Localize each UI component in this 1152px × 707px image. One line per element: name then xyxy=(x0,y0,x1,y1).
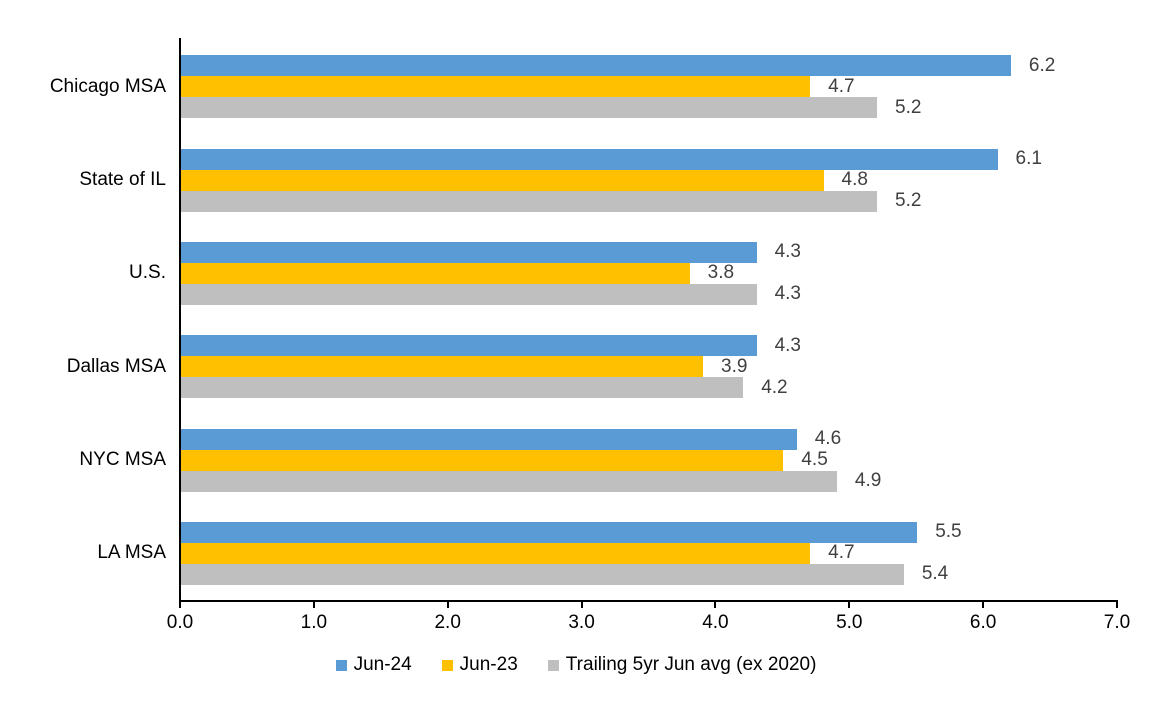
value-label-jun-23-state-of-il: 4.8 xyxy=(841,169,868,190)
bar-trailing-5yr-jun-avg-ex-2020-u-s xyxy=(181,283,757,305)
x-tick-4.0 xyxy=(714,602,717,608)
value-label-trailing-5yr-jun-avg-ex-2020-state-of-il: 5.2 xyxy=(895,190,922,211)
value-label-jun-23-chicago-msa: 4.7 xyxy=(828,75,855,97)
bar-jun-24-chicago-msa xyxy=(181,55,1011,77)
x-tick-label-2.0: 2.0 xyxy=(434,612,461,633)
bar-jun-24-la-msa xyxy=(181,521,918,543)
legend-label-trailing-avg: Trailing 5yr Jun avg (ex 2020) xyxy=(565,654,817,675)
bar-trailing-5yr-jun-avg-ex-2020-chicago-msa xyxy=(181,97,878,119)
value-label-trailing-5yr-jun-avg-ex-2020-chicago-msa: 5.2 xyxy=(895,96,922,118)
bar-trailing-5yr-jun-avg-ex-2020-nyc-msa xyxy=(181,470,837,492)
x-tick-0.0 xyxy=(179,602,181,608)
bar-trailing-5yr-jun-avg-ex-2020-dallas-msa xyxy=(181,377,744,399)
x-tick-3.0 xyxy=(580,602,583,608)
category-label-state-of-il: State of IL xyxy=(79,168,166,190)
bar-trailing-5yr-jun-avg-ex-2020-state-of-il xyxy=(181,190,878,212)
value-label-jun-23-dallas-msa: 3.9 xyxy=(721,355,748,377)
legend-item-trailing-avg: Trailing 5yr Jun avg (ex 2020) xyxy=(547,654,817,676)
value-label-jun-24-la-msa: 5.5 xyxy=(935,521,962,543)
bar-jun-23-u-s xyxy=(181,262,690,284)
x-tick-label-6.0: 6.0 xyxy=(969,612,997,633)
value-label-jun-24-dallas-msa: 4.3 xyxy=(774,334,801,356)
value-label-jun-24-state-of-il: 6.1 xyxy=(1015,148,1042,169)
category-label-la-msa: LA MSA xyxy=(97,542,166,564)
legend-item-jun-24: Jun-24 xyxy=(335,654,412,676)
x-axis-line xyxy=(179,600,1118,602)
bar-jun-23-state-of-il xyxy=(181,169,824,191)
legend-swatch-trailing-avg xyxy=(547,659,559,671)
x-tick-label-5.0: 5.0 xyxy=(836,612,863,633)
legend-item-jun-23: Jun-23 xyxy=(441,654,518,676)
legend-label-jun-23: Jun-23 xyxy=(459,654,518,675)
value-label-trailing-5yr-jun-avg-ex-2020-dallas-msa: 4.2 xyxy=(761,376,788,398)
x-tick-7.0 xyxy=(1116,602,1118,608)
value-label-trailing-5yr-jun-avg-ex-2020-nyc-msa: 4.9 xyxy=(854,470,882,491)
value-label-jun-24-nyc-msa: 4.6 xyxy=(814,428,842,449)
x-tick-6.0 xyxy=(982,602,985,608)
value-label-jun-24-u-s: 4.3 xyxy=(774,241,801,263)
x-tick-5.0 xyxy=(848,602,851,608)
bar-jun-23-nyc-msa xyxy=(181,449,784,471)
value-label-jun-23-u-s: 3.8 xyxy=(707,262,735,284)
value-label-jun-23-la-msa: 4.7 xyxy=(828,542,855,564)
legend-swatch-jun-24 xyxy=(335,659,347,671)
bar-jun-24-u-s xyxy=(181,241,757,263)
x-tick-2.0 xyxy=(446,602,449,608)
x-tick-label-1.0: 1.0 xyxy=(300,612,328,633)
value-label-trailing-5yr-jun-avg-ex-2020-u-s: 4.3 xyxy=(774,283,801,305)
y-axis-line xyxy=(179,38,181,601)
bar-jun-23-chicago-msa xyxy=(181,76,811,98)
value-label-trailing-5yr-jun-avg-ex-2020-la-msa: 5.4 xyxy=(921,563,949,585)
category-label-chicago-msa: Chicago MSA xyxy=(49,75,166,97)
chart-legend: Jun-24 Jun-23 Trailing 5yr Jun avg (ex 2… xyxy=(0,650,1152,680)
category-label-dallas-msa: Dallas MSA xyxy=(66,355,166,377)
x-tick-label-7.0: 7.0 xyxy=(1103,612,1131,633)
bar-jun-23-dallas-msa xyxy=(181,356,704,378)
legend-swatch-jun-23 xyxy=(441,659,453,671)
x-tick-label-3.0: 3.0 xyxy=(568,612,595,633)
bar-jun-23-la-msa xyxy=(181,542,811,564)
bar-jun-24-dallas-msa xyxy=(181,335,757,357)
category-label-nyc-msa: NYC MSA xyxy=(79,448,166,470)
value-label-jun-24-chicago-msa: 6.2 xyxy=(1028,54,1056,76)
x-tick-label-4.0: 4.0 xyxy=(702,612,729,633)
category-label-u-s: U.S. xyxy=(129,262,166,284)
value-label-jun-23-nyc-msa: 4.5 xyxy=(801,449,828,470)
bar-jun-24-nyc-msa xyxy=(181,428,797,450)
legend-label-jun-24: Jun-24 xyxy=(353,654,412,675)
x-tick-label-0.0: 0.0 xyxy=(166,612,194,633)
x-tick-1.0 xyxy=(312,602,315,608)
bar-jun-24-state-of-il xyxy=(181,148,998,170)
bar-trailing-5yr-jun-avg-ex-2020-la-msa xyxy=(181,563,904,585)
